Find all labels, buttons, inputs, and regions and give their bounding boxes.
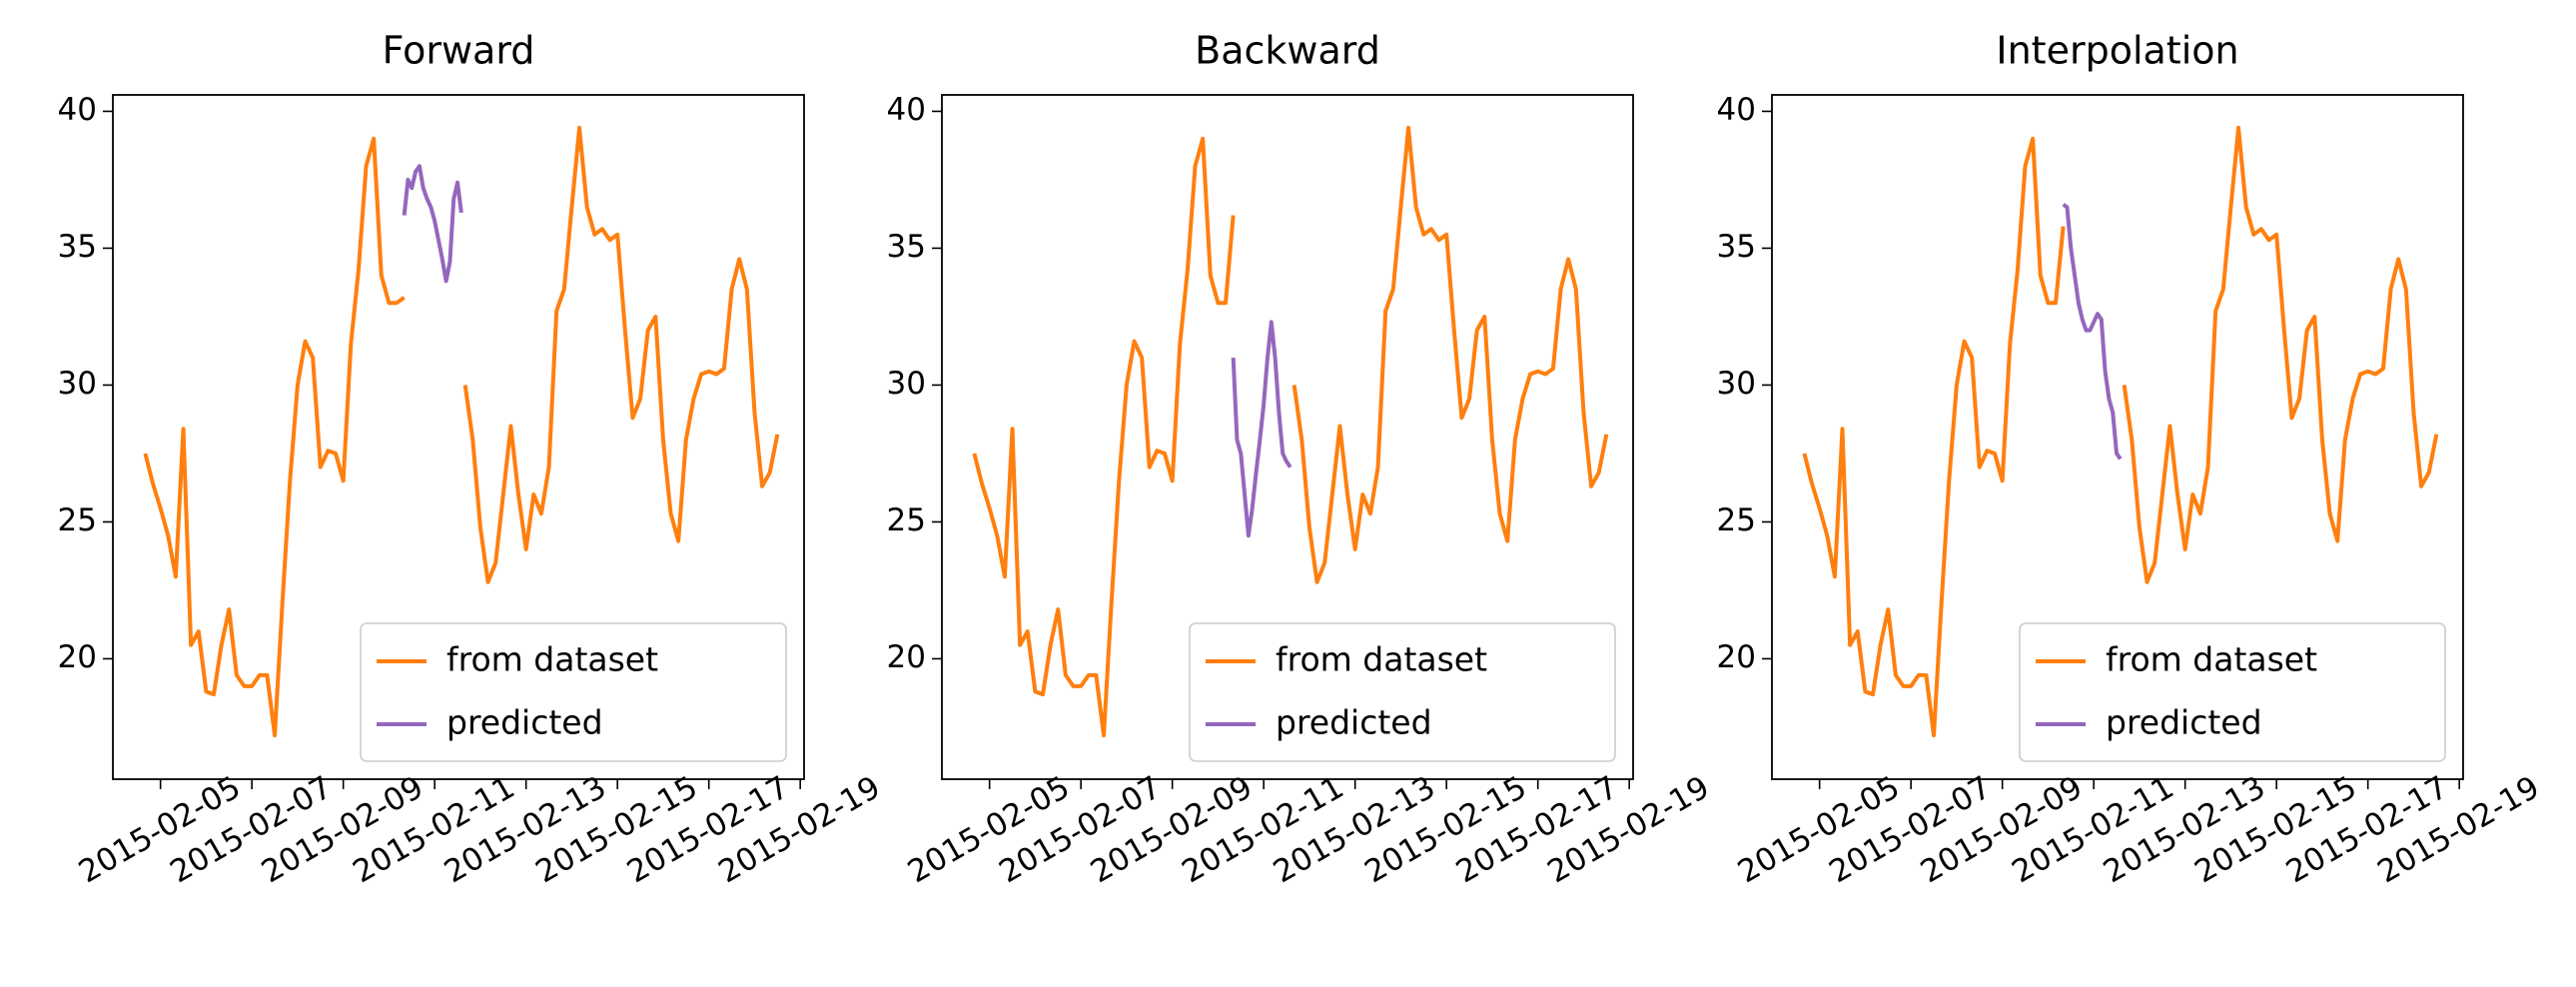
legend: from dataset predicted	[1189, 622, 1616, 762]
legend-label: predicted	[446, 703, 603, 742]
series-line	[143, 125, 780, 738]
y-tick-label: 40	[887, 92, 926, 128]
axes-frame	[941, 94, 1634, 780]
plot-area	[972, 125, 1609, 738]
plot-area	[1802, 125, 2439, 738]
y-tick-label: 40	[58, 92, 97, 128]
y-tick-label: 20	[1717, 639, 1756, 675]
y-tick-label: 40	[1717, 92, 1756, 128]
y-tick-label: 25	[887, 502, 926, 538]
series-line	[2062, 202, 2123, 461]
y-tick-label: 35	[1717, 229, 1756, 265]
axes-frame	[1771, 94, 2464, 780]
legend-label: from dataset	[2106, 640, 2317, 679]
y-tick-label: 20	[887, 639, 926, 675]
legend-label: from dataset	[1276, 640, 1487, 679]
y-tick-label: 30	[887, 366, 926, 402]
series-line	[1231, 320, 1292, 538]
chart-title: Forward	[383, 29, 535, 73]
y-tick-label: 25	[1717, 502, 1756, 538]
chart-title: Interpolation	[1996, 29, 2238, 73]
subplot: Interpolation20253035402015-02-052015-02…	[1717, 29, 2546, 891]
subplot: Backward20253035402015-02-052015-02-0720…	[887, 29, 1716, 891]
legend: from dataset predicted	[360, 622, 787, 762]
legend-label: predicted	[1276, 703, 1432, 742]
series-line	[972, 125, 1609, 738]
axes-frame	[112, 94, 805, 780]
y-tick-label: 30	[1717, 366, 1756, 402]
subplot: Forward20253035402015-02-052015-02-07201…	[58, 29, 887, 891]
chart-title: Backward	[1195, 29, 1380, 73]
legend-box	[2019, 622, 2446, 762]
series-line	[1802, 125, 2439, 738]
series-line	[402, 164, 463, 284]
plot-area	[143, 125, 780, 738]
legend-label: from dataset	[446, 640, 658, 679]
y-tick-label: 20	[58, 639, 97, 675]
y-tick-label: 35	[887, 229, 926, 265]
legend-label: predicted	[2106, 703, 2262, 742]
y-tick-label: 25	[58, 502, 97, 538]
legend-box	[360, 622, 787, 762]
legend-box	[1189, 622, 1616, 762]
legend: from dataset predicted	[2019, 622, 2446, 762]
y-tick-label: 35	[58, 229, 97, 265]
y-tick-label: 30	[58, 366, 97, 402]
